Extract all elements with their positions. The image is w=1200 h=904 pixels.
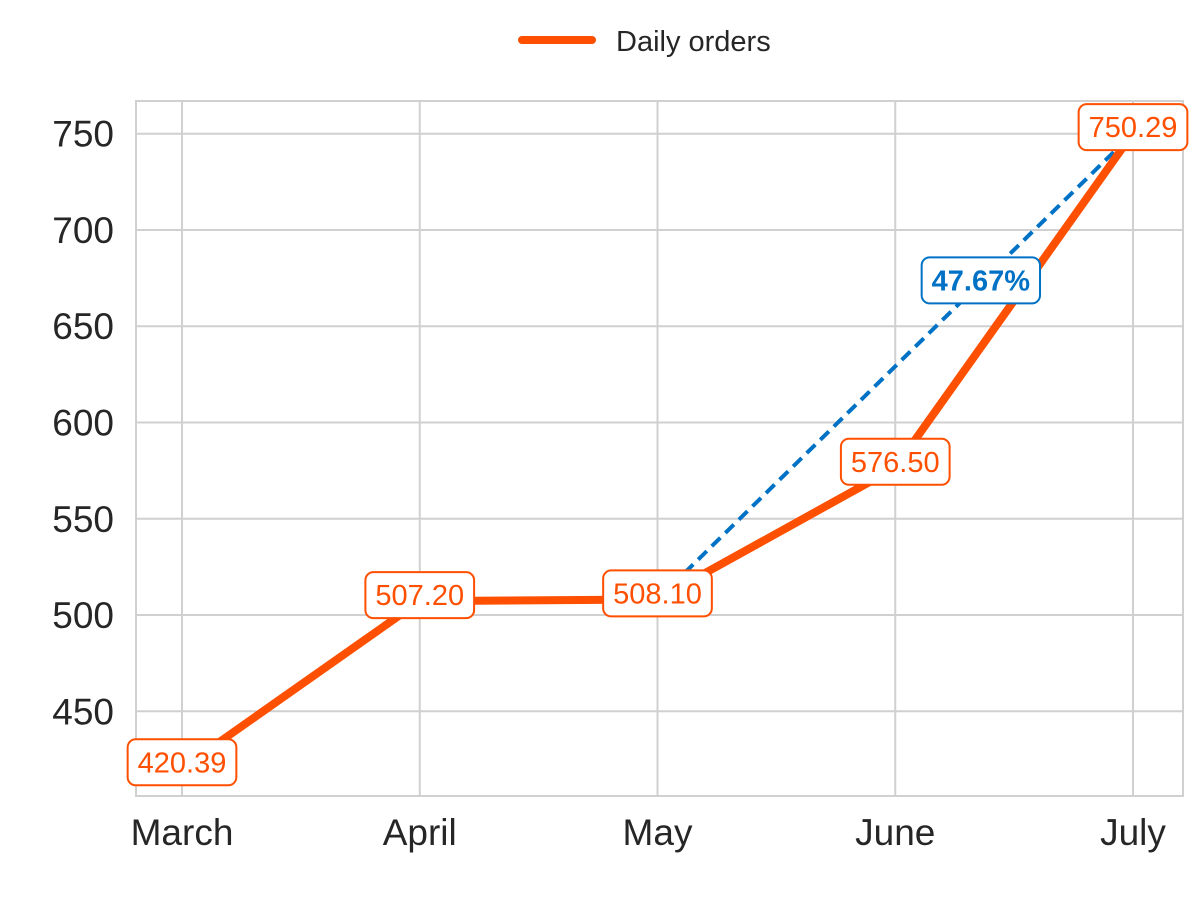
data-label-april-text: 507.20 — [375, 580, 464, 612]
x-tick-label-april: April — [383, 812, 457, 853]
data-label-june-box — [839, 437, 951, 486]
y-tick-label-650: 650 — [52, 306, 114, 347]
grid-layer — [136, 101, 1183, 796]
data-label-may-box — [602, 569, 713, 618]
legend: Daily orders — [518, 26, 771, 58]
legend-label-daily-orders: Daily orders — [616, 26, 771, 58]
data-label-march-box — [126, 738, 238, 787]
data-label-may-text: 508.10 — [613, 578, 702, 610]
y-tick-label-500: 500 — [52, 595, 114, 636]
data-label-july-text: 750.29 — [1089, 112, 1178, 144]
label-layer: 420.39 507.20 508.10 576.50 750.29 47.67% — [126, 103, 1189, 787]
change-annotation-label: 47.67% — [920, 256, 1042, 305]
y-tick-label-700: 700 — [52, 210, 114, 251]
x-tick-label-june: June — [855, 812, 935, 853]
change-annotation-label-box — [920, 256, 1042, 305]
y-tick-label-600: 600 — [52, 403, 114, 444]
x-tick-label-may: May — [623, 812, 693, 853]
plot-frame — [135, 100, 1184, 797]
data-label-april-box — [364, 571, 476, 620]
change-annotation-label-text: 47.67% — [932, 265, 1031, 297]
data-label-june-text: 576.50 — [851, 447, 940, 479]
data-label-april: 507.20 — [364, 571, 476, 620]
data-label-june: 576.50 — [839, 437, 951, 486]
data-label-march: 420.39 — [126, 738, 238, 787]
x-tick-label-july: July — [1100, 812, 1166, 853]
data-label-july-box — [1077, 103, 1189, 152]
y-tick-label-550: 550 — [52, 499, 114, 540]
change-annotation-line — [656, 131, 1135, 601]
data-label-march-text: 420.39 — [138, 747, 227, 779]
x-tick-label-march: March — [131, 812, 234, 853]
y-tick-label-450: 450 — [52, 691, 114, 732]
data-label-may: 508.10 — [602, 569, 713, 618]
y-tick-label-750: 750 — [52, 114, 114, 155]
annotation-layer — [656, 131, 1135, 601]
data-label-july: 750.29 — [1077, 103, 1189, 152]
axis-layer: 450 500 550 600 650 700 750 March April May June Ju… — [52, 114, 1166, 853]
